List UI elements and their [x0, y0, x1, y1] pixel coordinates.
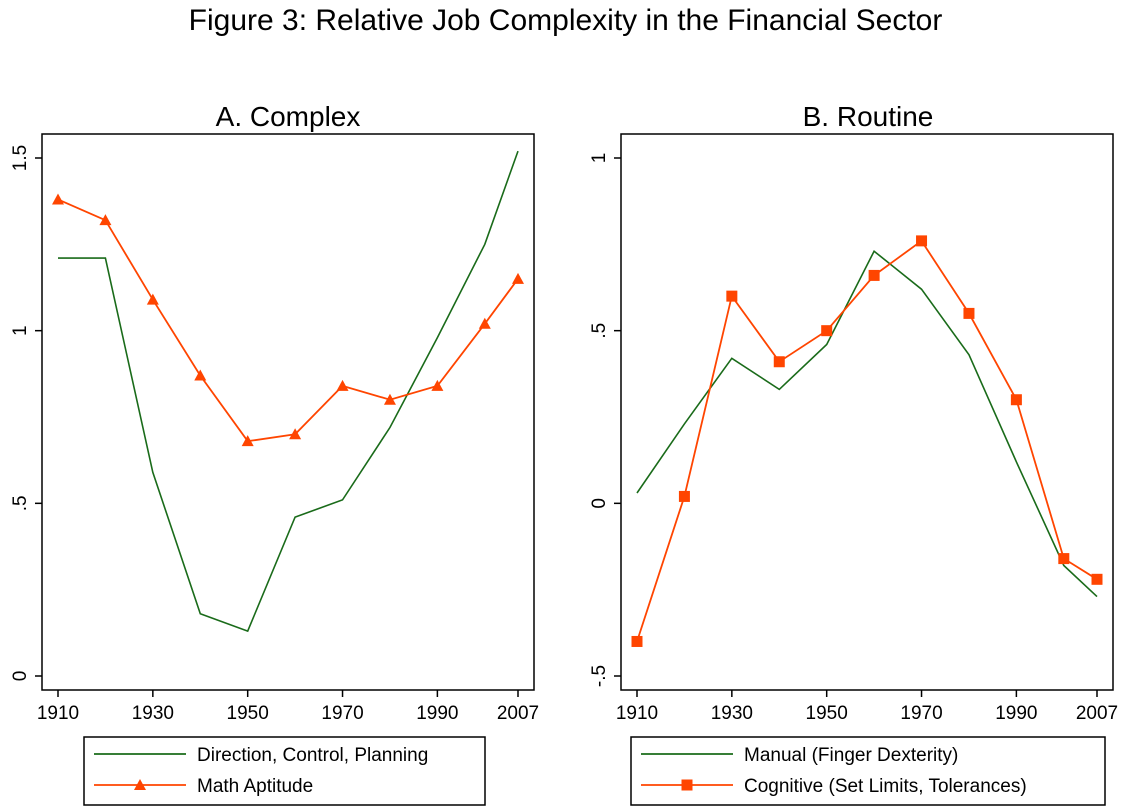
- series-point: [289, 428, 302, 440]
- series-point: [868, 269, 880, 281]
- panel-title: A. Complex: [216, 101, 361, 132]
- legend-marker: [681, 779, 693, 791]
- x-tick-label: 2007: [497, 703, 539, 724]
- y-tick-label: -.5: [589, 665, 610, 687]
- x-tick-label: 1930: [711, 703, 753, 724]
- x-tick-label: 1950: [227, 703, 269, 724]
- panel-title: B. Routine: [803, 101, 934, 132]
- y-tick-label: .5: [10, 495, 31, 511]
- series-point: [963, 307, 975, 319]
- legend-label: Cognitive (Set Limits, Tolerances): [744, 776, 1027, 797]
- series-line-1: [636, 249, 1098, 598]
- plot-frame: [620, 133, 1114, 691]
- y-tick-label: 0: [10, 671, 31, 682]
- x-tick-label: 1930: [132, 703, 174, 724]
- y-tick-label: 1: [589, 153, 610, 164]
- series-point: [512, 272, 524, 284]
- x-tick-label: 1970: [900, 703, 942, 724]
- x-tick-label: 1990: [416, 703, 458, 724]
- series-point: [99, 214, 112, 226]
- legend-label: Math Aptitude: [197, 776, 313, 797]
- legend: Manual (Finger Dexterity) Cognitive (Set …: [630, 736, 1106, 806]
- legend: Direction, Control, Planning Math Aptitud…: [83, 736, 486, 806]
- series-point: [726, 290, 738, 302]
- series-point: [1010, 394, 1022, 406]
- series-point: [916, 235, 928, 247]
- y-tick-label: .5: [589, 323, 610, 339]
- series-line-1: [58, 150, 519, 633]
- series-point: [631, 635, 643, 647]
- series-point: [146, 293, 159, 305]
- legend-box: [630, 736, 1106, 806]
- series-point: [431, 379, 444, 391]
- series-point: [383, 393, 396, 405]
- x-tick-label: 1950: [806, 703, 848, 724]
- y-tick-label: 1: [10, 325, 31, 336]
- x-tick-label: 1990: [995, 703, 1037, 724]
- x-tick-label: 1910: [37, 703, 79, 724]
- y-tick-label: 0: [589, 498, 610, 509]
- series-point: [478, 317, 491, 329]
- series-point: [336, 379, 349, 391]
- x-tick-label: 1910: [616, 703, 658, 724]
- legend-marker: [134, 779, 146, 790]
- series-point: [1091, 573, 1103, 585]
- series-point: [678, 490, 690, 502]
- panel-complex: A. Complex 1910 1930 1950 1970 1990 2007 0 .5 1 1.…: [10, 101, 539, 724]
- series-point: [773, 356, 785, 368]
- series-point: [241, 435, 254, 447]
- figure-title: Figure 3: Relative Job Complexity in the…: [188, 4, 943, 37]
- legend-box: [83, 736, 486, 806]
- panel-routine: B. Routine 1910 1930 1950 1970 1990 2007 -.5 0 .5…: [589, 101, 1118, 724]
- x-tick-label: 1970: [321, 703, 363, 724]
- series-point: [52, 193, 64, 205]
- series-point: [821, 325, 833, 337]
- x-tick-label: 2007: [1076, 703, 1118, 724]
- plot-frame: [41, 133, 535, 691]
- y-tick-label: 1.5: [10, 145, 31, 171]
- series-line-2: [57, 198, 519, 443]
- legend-label: Direction, Control, Planning: [197, 745, 428, 766]
- series-point: [1058, 553, 1070, 565]
- series-point: [194, 369, 207, 381]
- legend-label: Manual (Finger Dexterity): [744, 745, 958, 766]
- series-line-2: [636, 239, 1098, 642]
